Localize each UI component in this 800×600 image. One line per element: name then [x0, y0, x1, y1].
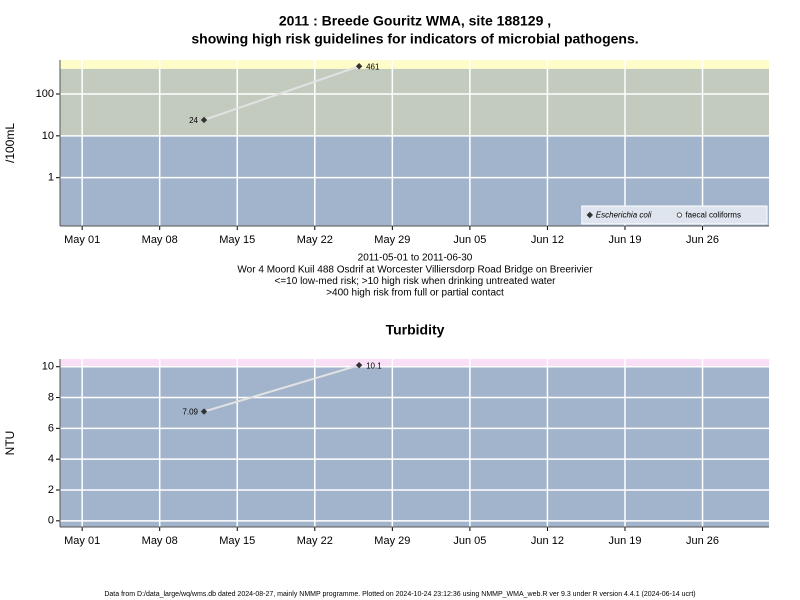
x-tick-label: May 15	[219, 535, 255, 547]
value-label: 24	[189, 116, 198, 125]
caption-note: >400 high risk from full or partial cont…	[326, 288, 504, 299]
point	[355, 63, 363, 70]
point	[200, 116, 208, 124]
x-tick-label: May 29	[374, 535, 410, 547]
x-tick-label: May 08	[142, 535, 178, 547]
x-tick-label: May 01	[64, 535, 100, 547]
x-tick-label: Jun 19	[608, 535, 641, 547]
caption-note: Wor 4 Moord Kuil 488 Osdrif at Worcester…	[237, 264, 593, 275]
chart-title: showing high risk guidelines for indicat…	[191, 31, 638, 47]
footer: Data from D:/data_large/wq/wms.db dated …	[104, 591, 695, 598]
x-tick-label: May 08	[142, 234, 178, 246]
y-tick-label: 100	[36, 88, 54, 100]
y-tick-label: 10	[42, 130, 54, 142]
x-tick-label: May 01	[64, 234, 100, 246]
y-tick-label: 2	[48, 484, 54, 496]
legend-marker	[676, 212, 683, 218]
legend-label: Escherichia coli	[596, 211, 652, 220]
x-tick-label: May 29	[374, 234, 410, 246]
x-tick-label: Jun 26	[686, 234, 719, 246]
risk-band	[60, 60, 769, 69]
y-axis-label: /100mL	[3, 123, 17, 163]
point	[200, 408, 208, 415]
y-tick-label: 8	[48, 391, 54, 403]
y-tick-label: 0	[48, 515, 54, 527]
legend-marker	[586, 211, 593, 219]
x-tick-label: Jun 26	[686, 535, 719, 547]
y-tick-label: 6	[48, 422, 54, 434]
x-tick-label: May 22	[297, 535, 333, 547]
risk-band	[60, 366, 769, 527]
x-tick-label: Jun 19	[608, 234, 641, 246]
y-tick-label: 10	[42, 361, 54, 373]
value-label: 10.1	[366, 361, 382, 370]
y-axis-label: NTU	[3, 431, 17, 456]
x-tick-label: Jun 05	[453, 234, 486, 246]
x-tick-label: Jun 05	[453, 535, 486, 547]
y-tick-label: 1	[48, 172, 54, 184]
series-line	[203, 65, 360, 121]
y-tick-label: 4	[48, 453, 54, 465]
legend-label: faecal coliforms	[685, 211, 741, 220]
chart-title: Turbidity	[386, 322, 445, 338]
x-tick-label: May 15	[219, 234, 255, 246]
legend-box	[581, 205, 768, 225]
x-tick-label: May 22	[297, 234, 333, 246]
value-label: 7.09	[182, 408, 198, 417]
risk-band	[60, 68, 769, 136]
risk-band	[60, 359, 769, 367]
legend: Escherichia coli faecal coliforms	[581, 205, 768, 225]
caption-note: 2011-05-01 to 2011-06-30	[358, 253, 473, 264]
value-label: 461	[366, 62, 380, 71]
x-tick-label: Jun 12	[531, 234, 564, 246]
chart-title: 2011 : Breede Gouritz WMA, site 188129 ,	[279, 13, 551, 29]
x-tick-label: Jun 12	[531, 535, 564, 547]
series-line	[203, 364, 360, 413]
caption-note: <=10 low-med risk; >10 high risk when dr…	[275, 276, 557, 287]
point	[355, 361, 363, 369]
